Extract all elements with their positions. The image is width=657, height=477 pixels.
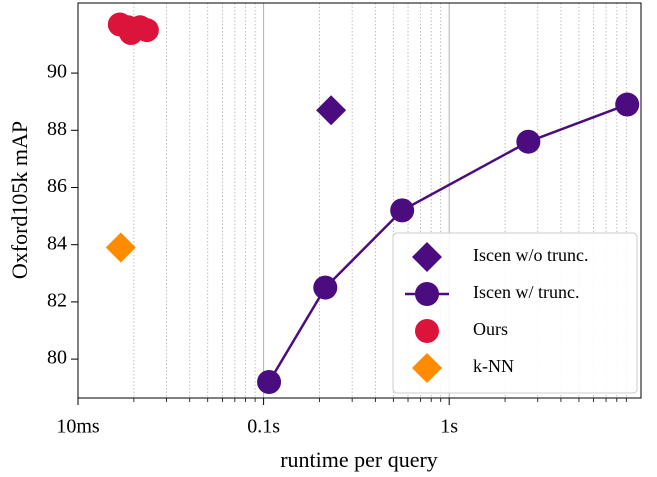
circle-marker: [257, 369, 282, 394]
y-tick-label: 80: [47, 347, 67, 369]
circle-marker: [516, 129, 541, 154]
diamond-marker: [316, 95, 347, 126]
diamond-marker: [105, 232, 136, 263]
circle-marker: [134, 18, 159, 43]
circle-marker: [615, 92, 640, 117]
circle-marker: [390, 198, 415, 223]
legend-label: k-NN: [473, 356, 514, 376]
legend-label: Iscen w/o trunc.: [473, 245, 588, 265]
legend-label: Ours: [473, 319, 508, 339]
plot-frame: [77, 2, 642, 399]
circle-marker: [415, 319, 439, 343]
y-tick-label: 86: [47, 175, 67, 197]
y-tick-label: 82: [47, 289, 67, 311]
diamond-marker: [412, 242, 442, 272]
y-tick-label: 84: [47, 232, 67, 254]
legend-box: [392, 232, 638, 394]
y-tick-label: 88: [47, 118, 67, 140]
y-axis-label: Oxford105k mAP: [7, 121, 32, 279]
legend-label: Iscen w/ trunc.: [473, 282, 579, 302]
diamond-marker: [412, 353, 442, 383]
y-tick-label: 90: [47, 61, 67, 83]
x-axis-label: runtime per query: [280, 447, 438, 472]
x-tick-label: 1s: [440, 416, 458, 438]
x-tick-label: 10ms: [56, 416, 100, 438]
circle-marker: [415, 282, 439, 306]
circle-marker: [313, 275, 338, 300]
x-tick-label: 0.1s: [247, 416, 280, 438]
